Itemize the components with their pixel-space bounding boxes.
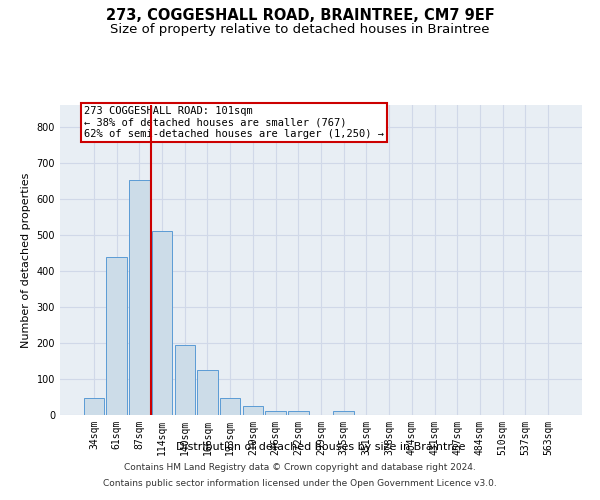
- Bar: [288, 412, 308, 415]
- Text: 273, COGGESHALL ROAD, BRAINTREE, CM7 9EF: 273, COGGESHALL ROAD, BRAINTREE, CM7 9EF: [106, 8, 494, 22]
- Bar: [129, 180, 149, 415]
- Bar: [84, 398, 104, 415]
- Text: 273 COGGESHALL ROAD: 101sqm
← 38% of detached houses are smaller (767)
62% of se: 273 COGGESHALL ROAD: 101sqm ← 38% of det…: [84, 106, 384, 139]
- Bar: [197, 370, 218, 415]
- Bar: [220, 398, 241, 415]
- Bar: [152, 231, 172, 415]
- Text: Size of property relative to detached houses in Braintree: Size of property relative to detached ho…: [110, 22, 490, 36]
- Text: Contains public sector information licensed under the Open Government Licence v3: Contains public sector information licen…: [103, 478, 497, 488]
- Bar: [106, 257, 127, 415]
- Y-axis label: Number of detached properties: Number of detached properties: [21, 172, 31, 348]
- Text: Contains HM Land Registry data © Crown copyright and database right 2024.: Contains HM Land Registry data © Crown c…: [124, 464, 476, 472]
- Bar: [242, 406, 263, 415]
- Bar: [175, 346, 195, 415]
- Text: Distribution of detached houses by size in Braintree: Distribution of detached houses by size …: [176, 442, 466, 452]
- Bar: [334, 412, 354, 415]
- Bar: [265, 412, 286, 415]
